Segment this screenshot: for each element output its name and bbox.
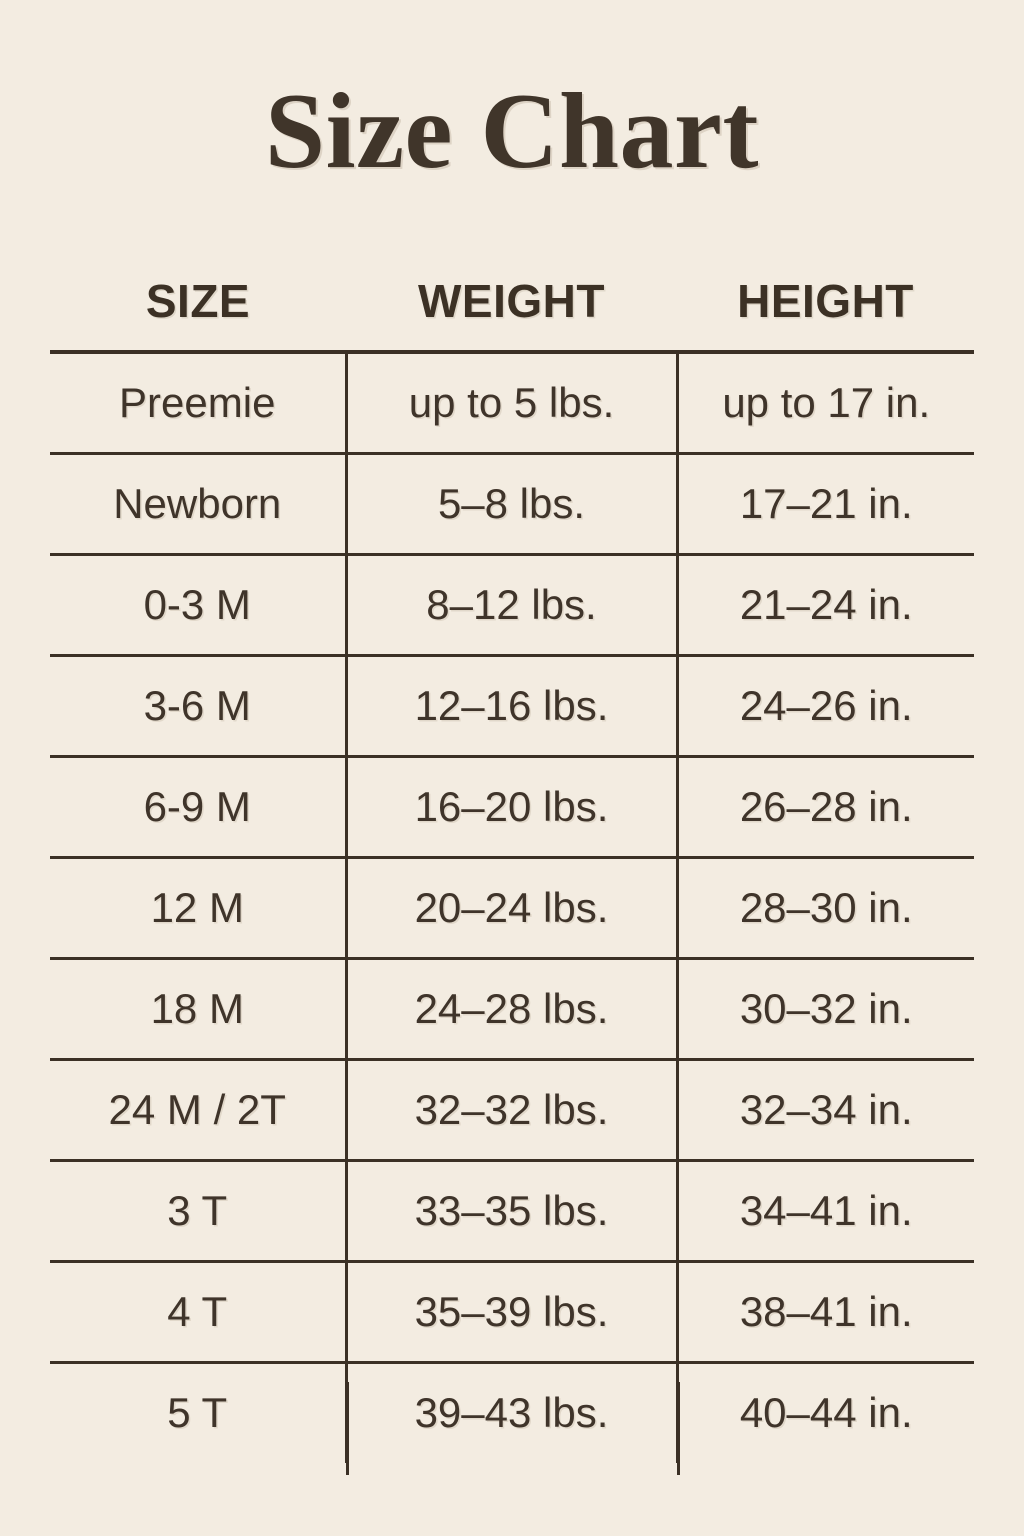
cell-size: 3-6 M <box>50 655 348 758</box>
table-row: 12 M 20–24 lbs. 28–30 in. <box>50 857 974 960</box>
cell-size: Preemie <box>50 352 348 455</box>
cell-size: 18 M <box>50 958 348 1061</box>
cell-size: 3 T <box>50 1160 348 1263</box>
cell-size: 6-9 M <box>50 756 348 859</box>
column-header-height: HEIGHT <box>737 275 914 327</box>
table-row: 3-6 M 12–16 lbs. 24–26 in. <box>50 655 974 758</box>
column-header-weight: WEIGHT <box>418 275 605 327</box>
column-header-size: SIZE <box>145 275 251 327</box>
cell-size: Newborn <box>50 453 348 556</box>
cell-height: 21–24 in. <box>677 554 974 657</box>
cell-size: 0-3 M <box>50 554 348 657</box>
cell-size: 4 T <box>50 1261 348 1364</box>
column-divider-extension-1 <box>346 1382 349 1475</box>
table-header-row: SIZE WEIGHT HEIGHT <box>50 268 974 352</box>
table-row: 0-3 M 8–12 lbs. 21–24 in. <box>50 554 974 657</box>
column-divider-extension-2 <box>677 1382 680 1475</box>
cell-weight: 32–32 lbs. <box>346 1059 679 1162</box>
cell-size: 12 M <box>50 857 348 960</box>
cell-size: 24 M / 2T <box>50 1059 348 1162</box>
cell-height: 28–30 in. <box>677 857 974 960</box>
cell-weight: up to 5 lbs. <box>346 352 679 455</box>
cell-height: up to 17 in. <box>677 352 974 455</box>
table-body: Preemie up to 5 lbs. up to 17 in. Newbor… <box>50 352 974 1463</box>
cell-weight: 12–16 lbs. <box>346 655 679 758</box>
table-row: 18 M 24–28 lbs. 30–32 in. <box>50 958 974 1061</box>
cell-size: 5 T <box>50 1362 348 1463</box>
table-row: 24 M / 2T 32–32 lbs. 32–34 in. <box>50 1059 974 1162</box>
page-title: Size Chart <box>265 72 759 191</box>
table-row: 4 T 35–39 lbs. 38–41 in. <box>50 1261 974 1364</box>
cell-height: 17–21 in. <box>677 453 974 556</box>
table-row: Preemie up to 5 lbs. up to 17 in. <box>50 352 974 455</box>
size-chart-table: SIZE WEIGHT HEIGHT Preemie up to 5 lbs. … <box>50 268 974 1463</box>
cell-weight: 5–8 lbs. <box>346 453 679 556</box>
cell-weight: 39–43 lbs. <box>346 1362 679 1463</box>
cell-height: 26–28 in. <box>677 756 974 859</box>
cell-weight: 24–28 lbs. <box>346 958 679 1061</box>
cell-height: 30–32 in. <box>677 958 974 1061</box>
table-row: 6-9 M 16–20 lbs. 26–28 in. <box>50 756 974 859</box>
size-chart-table-container: SIZE WEIGHT HEIGHT Preemie up to 5 lbs. … <box>50 268 974 1463</box>
table-row: 5 T 39–43 lbs. 40–44 in. <box>50 1362 974 1463</box>
cell-height: 34–41 in. <box>677 1160 974 1263</box>
cell-height: 40–44 in. <box>739 1389 913 1437</box>
table-row: Newborn 5–8 lbs. 17–21 in. <box>50 453 974 556</box>
cell-weight: 33–35 lbs. <box>346 1160 679 1263</box>
cell-height: 38–41 in. <box>677 1261 974 1364</box>
cell-weight: 16–20 lbs. <box>346 756 679 859</box>
cell-weight: 20–24 lbs. <box>346 857 679 960</box>
table-header: SIZE WEIGHT HEIGHT <box>50 268 974 352</box>
cell-height: 32–34 in. <box>677 1059 974 1162</box>
cell-height: 24–26 in. <box>677 655 974 758</box>
cell-weight: 35–39 lbs. <box>346 1261 679 1364</box>
table-row: 3 T 33–35 lbs. 34–41 in. <box>50 1160 974 1263</box>
cell-weight: 8–12 lbs. <box>346 554 679 657</box>
